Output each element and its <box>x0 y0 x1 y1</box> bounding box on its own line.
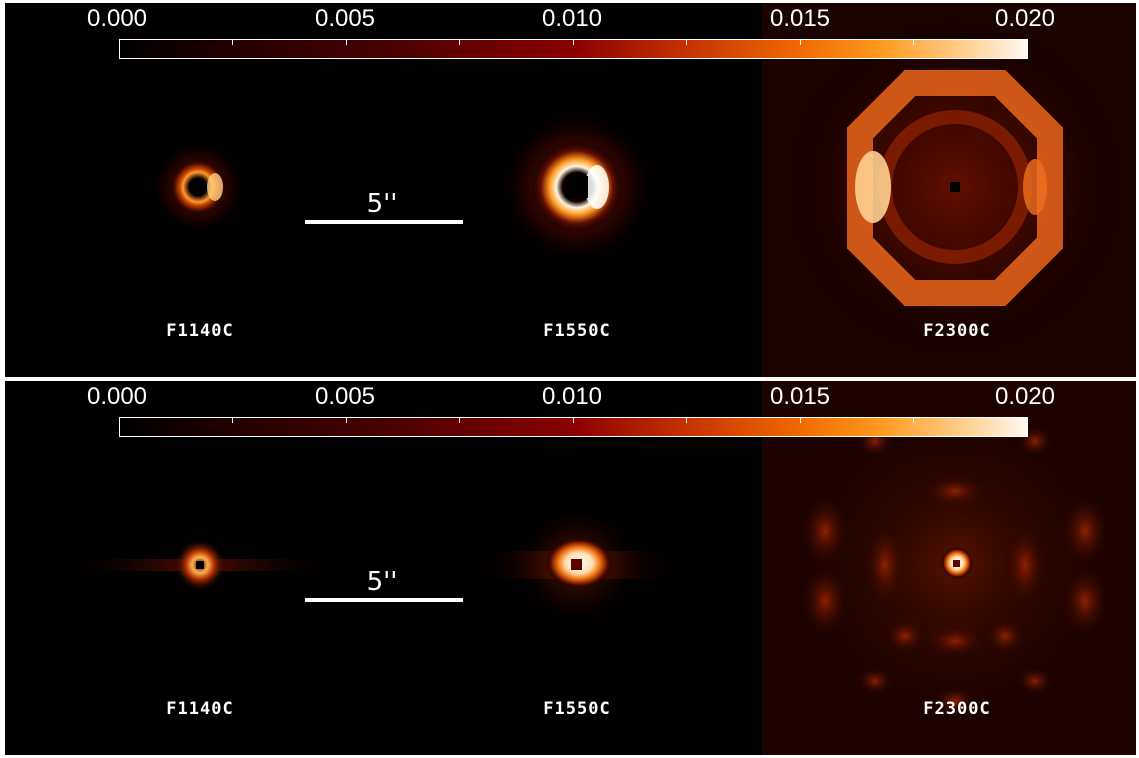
colorbar-tick-label: 0.020 <box>994 5 1056 32</box>
top-panel: 0.000 0.005 0.010 0.015 0.020 5'' F1140C… <box>5 3 1136 377</box>
colorbar-tick-label: 0.020 <box>994 383 1056 410</box>
filter-label-f1140c: F1140C <box>166 321 234 341</box>
bottom-panel-image <box>60 381 1136 755</box>
colorbar-tick <box>573 417 574 423</box>
colorbar-tick <box>800 417 801 423</box>
scale-bar <box>305 598 463 602</box>
colorbar-tick-label: 0.005 <box>314 5 376 32</box>
colorbar-tick <box>800 39 801 45</box>
colorbar-tick <box>913 39 914 45</box>
colorbar-tick <box>686 39 687 45</box>
filter-label-f1550c: F1550C <box>543 321 611 341</box>
bottom-panel: 0.000 0.005 0.010 0.015 0.020 5'' F1140C… <box>5 381 1136 755</box>
scale-bar <box>305 220 463 224</box>
colorbar-tick <box>459 39 460 45</box>
colorbar-tick <box>913 417 914 423</box>
colorbar-tick <box>232 39 233 45</box>
filter-label-f2300c: F2300C <box>923 699 991 719</box>
scale-bar-label: 5'' <box>366 189 398 219</box>
colorbar-tick-label: 0.015 <box>769 5 831 32</box>
colorbar-tick <box>573 39 574 45</box>
filter-label-f1140c: F1140C <box>166 699 234 719</box>
colorbar-tick <box>459 417 460 423</box>
panel-divider <box>0 377 1139 381</box>
colorbar-tick-label: 0.000 <box>86 5 148 32</box>
filter-label-f1550c: F1550C <box>543 699 611 719</box>
colorbar-tick-label: 0.010 <box>541 383 603 410</box>
colorbar-tick-label: 0.010 <box>541 5 603 32</box>
colorbar-tick-label: 0.005 <box>314 383 376 410</box>
colorbar-tick <box>686 417 687 423</box>
top-panel-image <box>150 3 1136 377</box>
scale-bar-label: 5'' <box>366 567 398 597</box>
colorbar-tick-label: 0.015 <box>769 383 831 410</box>
colorbar-tick <box>346 39 347 45</box>
colorbar-tick-label: 0.000 <box>86 383 148 410</box>
colorbar-tick <box>346 417 347 423</box>
colorbar-tick <box>232 417 233 423</box>
filter-label-f2300c: F2300C <box>923 321 991 341</box>
